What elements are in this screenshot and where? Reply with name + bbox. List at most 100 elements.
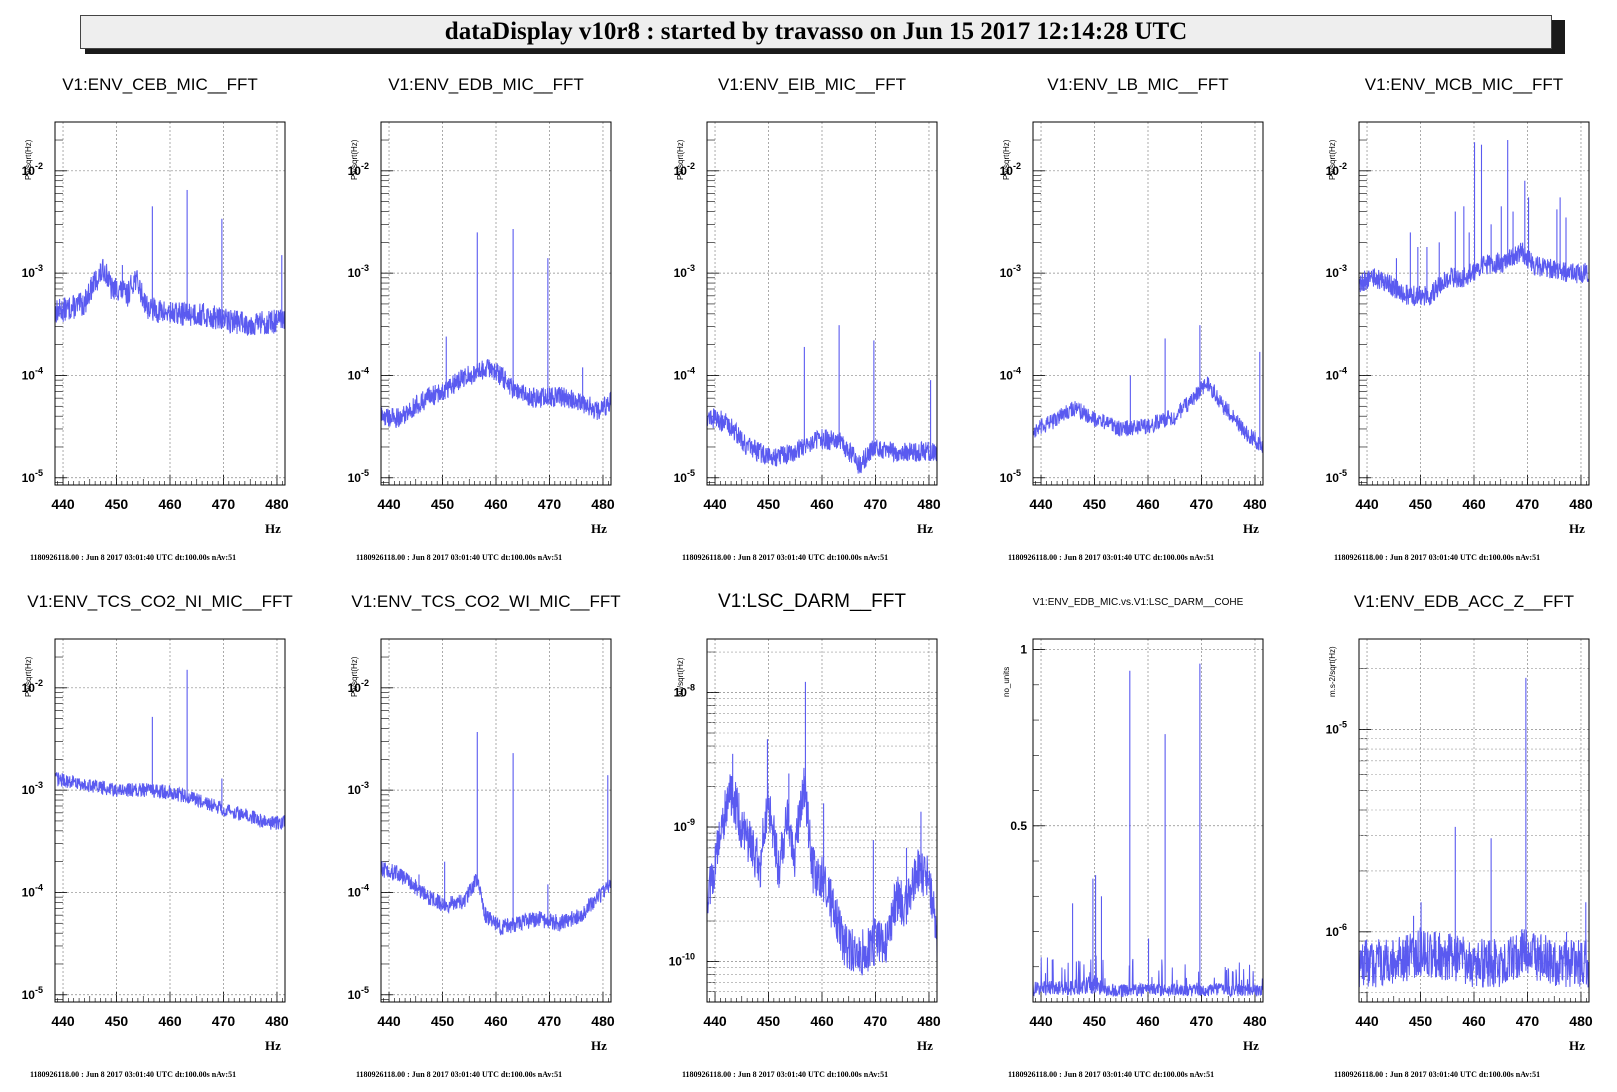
plot-footer: 1180926118.00 : Jun 8 2017 03:01:40 UTC … — [356, 1070, 563, 1079]
x-tick-label: 460 — [158, 1013, 182, 1029]
x-tick-label: 440 — [1355, 496, 1379, 512]
y-tick-label: 10-4 — [348, 365, 369, 382]
y-tick-exponent: -9 — [687, 817, 695, 827]
y-tick-base: 10 — [674, 164, 688, 178]
plot-frame — [1032, 638, 1264, 1003]
y-tick-base: 10 — [22, 885, 36, 899]
y-tick-exponent: -6 — [1339, 922, 1347, 932]
x-tick-label: 470 — [1516, 496, 1540, 512]
plot-footer: 1180926118.00 : Jun 8 2017 03:01:40 UTC … — [1008, 1070, 1215, 1079]
x-tick-label: 450 — [757, 496, 781, 512]
x-tick-label: 470 — [1190, 1013, 1214, 1029]
x-tick-label: 470 — [538, 496, 562, 512]
plot-footer: 1180926118.00 : Jun 8 2017 03:01:40 UTC … — [356, 553, 563, 562]
y-tick-base: 10 — [22, 471, 36, 485]
y-tick-label: 10-3 — [348, 263, 369, 280]
y-tick-base: 10 — [674, 368, 688, 382]
y-tick-exponent: -10 — [682, 952, 695, 962]
y-tick-label: 10-4 — [348, 882, 369, 899]
y-tick-base: 10 — [348, 885, 362, 899]
x-tick-label: 460 — [1136, 496, 1160, 512]
x-tick-label: 480 — [917, 1013, 941, 1029]
spectrum-trace — [706, 767, 938, 976]
y-tick-label: 10-4 — [1326, 365, 1347, 382]
y-tick-label: 10-3 — [674, 263, 695, 280]
y-tick-exponent: -2 — [35, 161, 43, 171]
y-tick-exponent: -3 — [361, 780, 369, 790]
y-tick-exponent: -5 — [1339, 468, 1347, 478]
x-tick-label: 460 — [484, 1013, 508, 1029]
y-tick-exponent: -8 — [687, 683, 695, 693]
x-tick-label: 450 — [105, 1013, 129, 1029]
y-tick-exponent: -2 — [687, 161, 695, 171]
y-tick-label: 10-2 — [1000, 161, 1021, 178]
plot-frame — [706, 121, 938, 486]
x-tick-label: 480 — [1243, 1013, 1267, 1029]
x-tick-label: 470 — [538, 1013, 562, 1029]
x-tick-label: 440 — [703, 496, 727, 512]
plot-title: V1:ENV_EDB_ACC_Z__FFT — [1353, 592, 1575, 611]
y-tick-base: 10 — [22, 988, 36, 1002]
y-tick-base: 10 — [669, 955, 683, 969]
x-tick-label: 440 — [377, 1013, 401, 1029]
x-tick-label: 450 — [1083, 1013, 1107, 1029]
plot-frame — [1358, 121, 1590, 486]
y-tick-base: 10 — [22, 266, 36, 280]
y-tick-exponent: -4 — [35, 365, 43, 375]
spectrum-trace — [380, 358, 612, 429]
plot-footer: 1180926118.00 : Jun 8 2017 03:01:40 UTC … — [682, 553, 889, 562]
y-tick-exponent: -3 — [35, 780, 43, 790]
y-tick-exponent: -3 — [1013, 263, 1021, 273]
x-axis-unit: Hz — [591, 521, 607, 536]
y-tick-base: 10 — [1326, 368, 1340, 382]
x-tick-label: 480 — [1243, 496, 1267, 512]
plot-frame — [706, 638, 938, 1003]
y-tick-exponent: -3 — [1339, 263, 1347, 273]
y-tick-base: 10 — [674, 471, 688, 485]
y-tick-base: 10 — [674, 820, 688, 834]
y-tick-label: 10-4 — [22, 882, 43, 899]
y-tick-label: 0.5 — [1010, 819, 1027, 833]
y-tick-label: 10-2 — [22, 678, 43, 695]
y-tick-label: 10-2 — [348, 161, 369, 178]
y-tick-base: 10 — [348, 164, 362, 178]
plot-panel: V1:ENV_EDB_MIC.vs.V1:LSC_DARM__COHE no_un… — [978, 592, 1298, 1092]
y-tick-label: 10-5 — [1000, 468, 1021, 485]
x-tick-label: 470 — [212, 1013, 236, 1029]
plot-frame — [54, 121, 286, 486]
y-tick-label: 10-2 — [674, 161, 695, 178]
x-tick-label: 450 — [757, 1013, 781, 1029]
plot-title: V1:ENV_EIB_MIC__FFT — [717, 75, 906, 94]
y-tick-label: 10-5 — [674, 468, 695, 485]
x-tick-label: 480 — [591, 1013, 615, 1029]
y-tick-label: 10-2 — [1326, 161, 1347, 178]
y-tick-base: 10 — [1326, 471, 1340, 485]
y-tick-base: 10 — [348, 368, 362, 382]
x-axis-unit: Hz — [1569, 521, 1585, 536]
y-tick-base: 10 — [1000, 471, 1014, 485]
plot-frame — [380, 121, 612, 486]
y-tick-label: 10-4 — [1000, 365, 1021, 382]
y-tick-label: 10-9 — [674, 817, 695, 834]
y-tick-base: 10 — [1326, 164, 1340, 178]
y-tick-label: 10-3 — [22, 780, 43, 797]
y-tick-exponent: -4 — [361, 882, 369, 892]
y-tick-exponent: -2 — [361, 678, 369, 688]
plot-canvas: 440 450 460 470 480 0.5 1 — [1010, 638, 1267, 1029]
y-tick-base: 10 — [348, 681, 362, 695]
x-tick-label: 460 — [484, 496, 508, 512]
y-tick-base: 10 — [1000, 266, 1014, 280]
y-tick-exponent: -4 — [687, 365, 695, 375]
y-tick-label: 10-8 — [674, 683, 695, 700]
x-tick-label: 470 — [212, 496, 236, 512]
x-tick-label: 440 — [51, 496, 75, 512]
plot-panel: V1:ENV_EDB_ACC_Z__FFT m.s-2/sqrt(Hz) Hz 118… — [1304, 592, 1617, 1092]
y-tick-label: 10-3 — [348, 780, 369, 797]
plot-frame — [1032, 121, 1264, 486]
y-tick-label: 10-3 — [1000, 263, 1021, 280]
x-tick-label: 460 — [810, 1013, 834, 1029]
